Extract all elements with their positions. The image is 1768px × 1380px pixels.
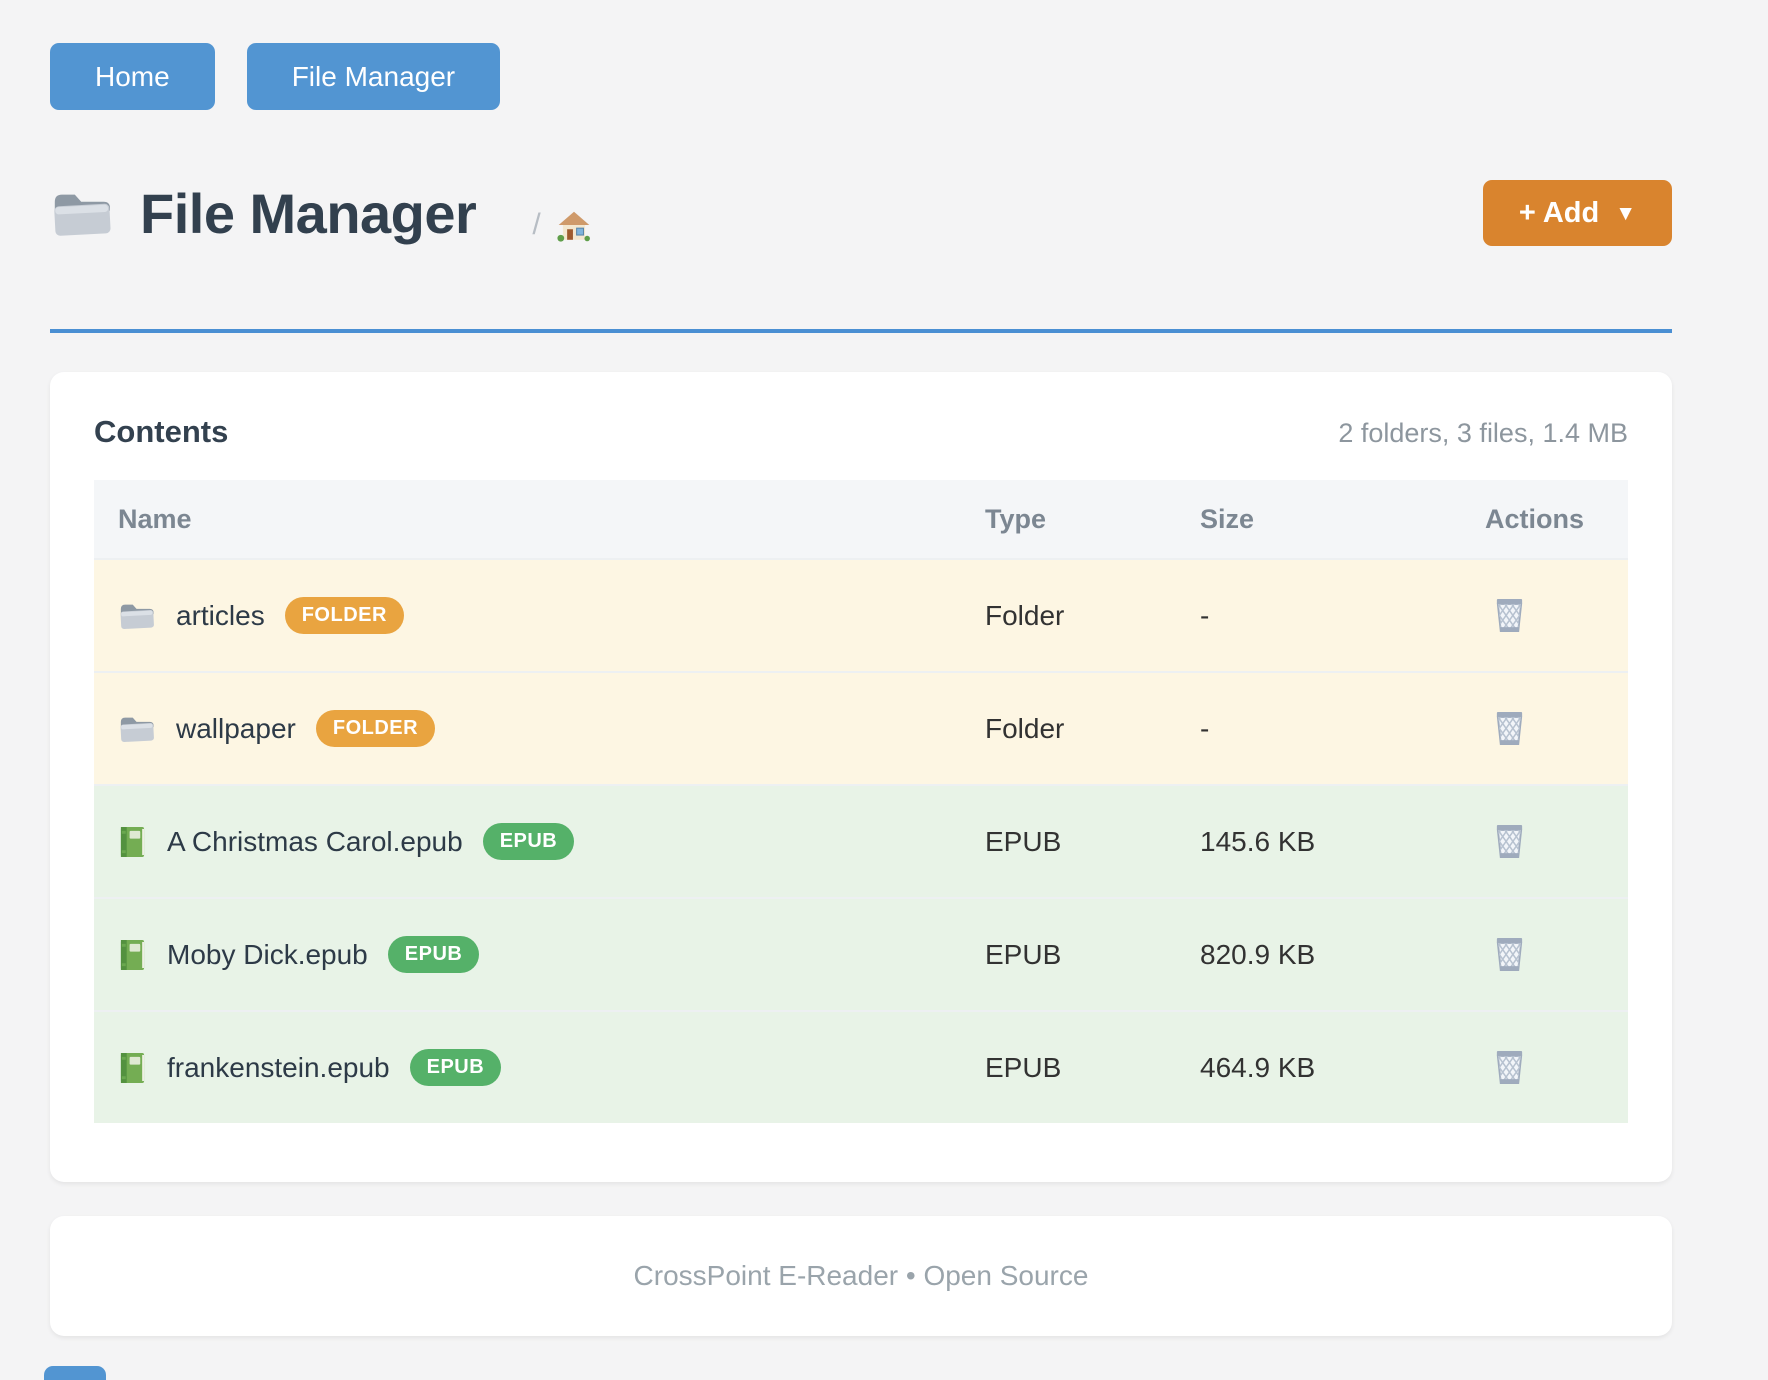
file-name: Moby Dick.epub xyxy=(167,938,368,970)
size-cell: 145.6 KB xyxy=(1200,825,1316,857)
book-icon xyxy=(118,825,147,859)
folder-icon xyxy=(118,600,156,631)
title-divider xyxy=(50,329,1672,333)
trash-icon xyxy=(1493,1074,1526,1089)
page-title: File Manager xyxy=(140,181,477,245)
delete-button[interactable] xyxy=(1493,597,1526,634)
add-button-label: + Add xyxy=(1518,196,1600,229)
file-name: A Christmas Carol.epub xyxy=(167,825,463,857)
folder-icon xyxy=(50,187,114,239)
contents-card-header: Contents 2 folders, 3 files, 1.4 MB xyxy=(94,414,1628,450)
footer-text: CrossPoint E-Reader • Open Source xyxy=(633,1260,1089,1291)
bottom-partial-button[interactable] xyxy=(44,1366,106,1380)
type-cell: EPUB xyxy=(985,938,1062,970)
type-badge: EPUB xyxy=(409,1049,502,1086)
table-row[interactable]: Moby Dick.epub EPUB EPUB 820.9 KB xyxy=(94,897,1628,1010)
delete-button[interactable] xyxy=(1493,823,1526,860)
size-cell: 464.9 KB xyxy=(1200,1051,1316,1083)
delete-button[interactable] xyxy=(1493,710,1526,747)
file-name: articles xyxy=(176,599,265,631)
breadcrumb-separator: / xyxy=(532,208,541,241)
table-row[interactable]: A Christmas Carol.epub EPUB EPUB 145.6 K… xyxy=(94,784,1628,897)
add-button[interactable]: + Add ▼ xyxy=(1482,180,1672,246)
file-name: wallpaper xyxy=(176,712,296,744)
top-nav: Home File Manager xyxy=(50,43,501,110)
contents-card: Contents 2 folders, 3 files, 1.4 MB Name… xyxy=(50,372,1672,1182)
book-icon xyxy=(118,1051,147,1085)
caret-down-icon: ▼ xyxy=(1615,202,1636,225)
trash-icon xyxy=(1493,735,1526,750)
size-cell: - xyxy=(1200,599,1210,631)
home-icon[interactable] xyxy=(555,207,593,243)
column-header-name: Name xyxy=(118,503,192,534)
trash-icon xyxy=(1493,961,1526,976)
type-cell: Folder xyxy=(985,599,1065,631)
trash-icon xyxy=(1493,622,1526,637)
table-row[interactable]: wallpaper FOLDER Folder - xyxy=(94,671,1628,784)
file-name: frankenstein.epub xyxy=(167,1051,390,1083)
type-badge: FOLDER xyxy=(284,597,404,634)
breadcrumb: / xyxy=(532,207,592,243)
type-badge: EPUB xyxy=(482,823,575,860)
file-manager-nav-button[interactable]: File Manager xyxy=(246,43,501,110)
home-nav-button[interactable]: Home xyxy=(50,43,215,110)
footer-card: CrossPoint E-Reader • Open Source xyxy=(50,1216,1672,1336)
size-cell: - xyxy=(1200,712,1210,744)
type-cell: EPUB xyxy=(985,825,1062,857)
column-header-type: Type xyxy=(985,503,1047,534)
delete-button[interactable] xyxy=(1493,1049,1526,1086)
folder-icon xyxy=(118,713,156,744)
delete-button[interactable] xyxy=(1493,936,1526,973)
page-header: File Manager / + Add ▼ xyxy=(50,180,1672,246)
column-header-size: Size xyxy=(1200,503,1255,534)
type-badge: FOLDER xyxy=(315,710,436,747)
type-cell: Folder xyxy=(985,712,1065,744)
table-row[interactable]: articles FOLDER Folder - xyxy=(94,558,1628,671)
title-group: File Manager / xyxy=(50,181,593,246)
table-row[interactable]: frankenstein.epub EPUB EPUB 464.9 KB xyxy=(94,1010,1628,1123)
file-table-body: articles FOLDER Folder - wallpaper FOLDE… xyxy=(94,558,1628,1123)
column-header-actions: Actions xyxy=(1485,503,1585,534)
contents-summary: 2 folders, 3 files, 1.4 MB xyxy=(1338,418,1628,448)
trash-icon xyxy=(1493,848,1526,863)
table-header-row: Name Type Size Actions xyxy=(94,480,1628,558)
book-icon xyxy=(118,938,147,972)
type-badge: EPUB xyxy=(387,936,480,973)
type-cell: EPUB xyxy=(985,1051,1062,1083)
size-cell: 820.9 KB xyxy=(1200,938,1316,970)
contents-heading: Contents xyxy=(94,414,229,449)
